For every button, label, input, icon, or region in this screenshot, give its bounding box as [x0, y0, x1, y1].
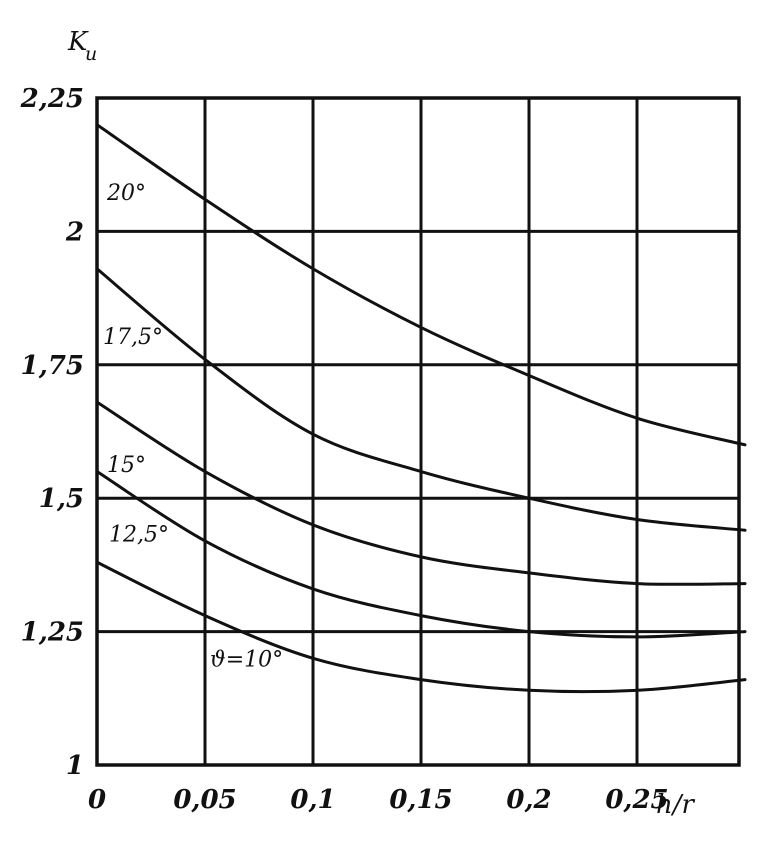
- y-tick-label-5: 2,25: [20, 84, 84, 114]
- tick-label-layer: 0 0,05 0,1 0,15 0,2 0,25 1 1,25 1,5 1,75 2 2,25: [20, 84, 669, 815]
- series-layer: [95, 123, 747, 694]
- plot-frame: [95, 96, 741, 767]
- x-tick-label-0: 0: [88, 785, 106, 815]
- series-label-4: ϑ=10°: [210, 647, 283, 672]
- y-tick-label-0: 1: [66, 751, 84, 781]
- series-label-1: 17,5°: [103, 325, 163, 350]
- series-line-0: [95, 123, 747, 447]
- y-tick-label-2: 1,5: [39, 484, 84, 514]
- series-line-2: [95, 400, 747, 586]
- series-label-0: 20°: [106, 181, 146, 206]
- grid-layer: [97, 98, 739, 765]
- y-tick-label-3: 1,75: [21, 351, 84, 381]
- y-tick-label-1: 1,25: [21, 618, 84, 648]
- x-axis-label: h/r: [656, 790, 696, 820]
- series-label-3: 12,5°: [109, 523, 169, 548]
- y-axis-label-subscript: u: [85, 43, 97, 65]
- x-tick-label-2: 0,1: [290, 785, 335, 815]
- y-axis-label: K: [67, 27, 89, 57]
- x-tick-label-5: 0,25: [605, 785, 668, 815]
- x-tick-label-4: 0,2: [506, 785, 551, 815]
- series-line-1: [95, 267, 747, 532]
- y-tick-label-4: 2: [65, 217, 84, 247]
- x-tick-label-3: 0,15: [389, 785, 452, 815]
- series-label-2: 15°: [107, 453, 146, 478]
- series-line-4: [95, 560, 747, 694]
- series-line-3: [95, 470, 747, 639]
- x-tick-label-1: 0,05: [173, 785, 236, 815]
- curve-label-layer: 20° 17,5° 15° 12,5° ϑ=10°: [103, 181, 283, 672]
